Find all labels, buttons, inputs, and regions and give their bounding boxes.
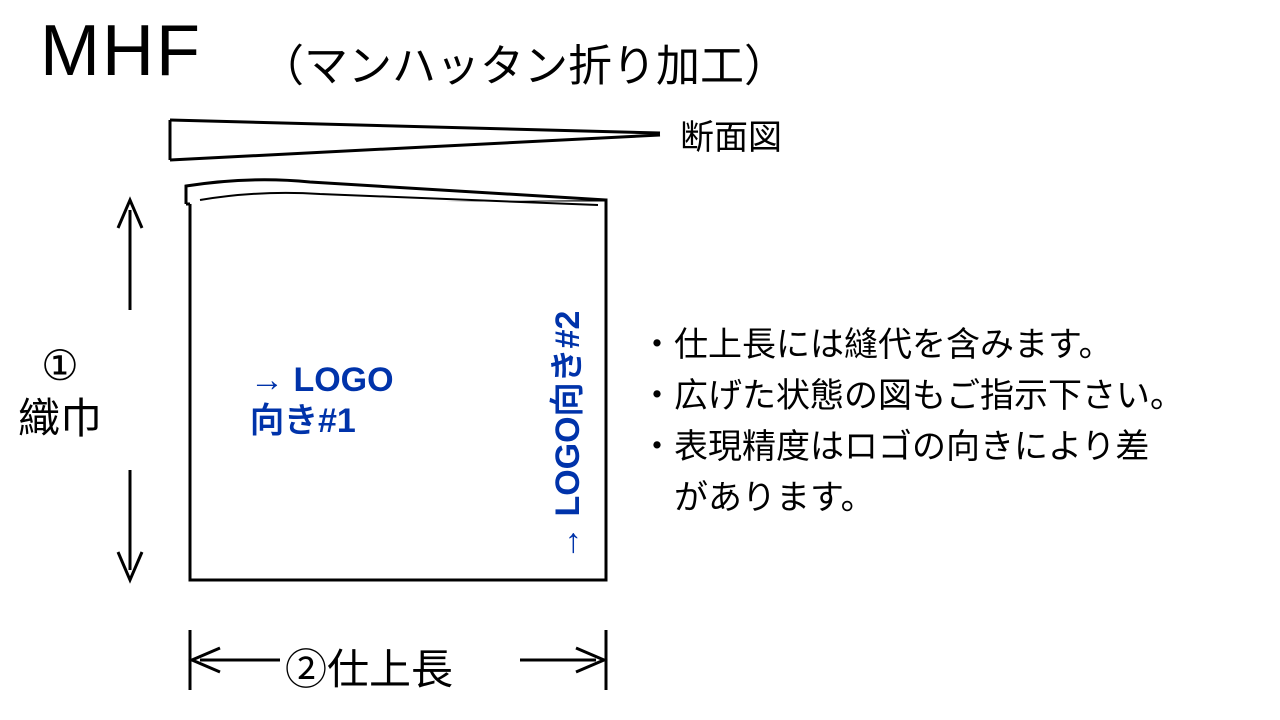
note-line: ・表現精度はロゴの向きにより差 xyxy=(640,422,1184,473)
note-line: があります。 xyxy=(640,473,1184,524)
dim-horizontal-circled: ② xyxy=(285,646,327,693)
dim-horizontal-text: 仕上長 xyxy=(327,646,453,693)
dim-horizontal-label: ②仕上長 xyxy=(285,636,453,697)
note-line: ・仕上長には縫代を含みます。 xyxy=(640,320,1184,371)
note-line: ・広げた状態の図もご指示下さい。 xyxy=(640,371,1184,422)
notes: ・仕上長には縫代を含みます。 ・広げた状態の図もご指示下さい。 ・表現精度はロゴ… xyxy=(640,320,1184,524)
